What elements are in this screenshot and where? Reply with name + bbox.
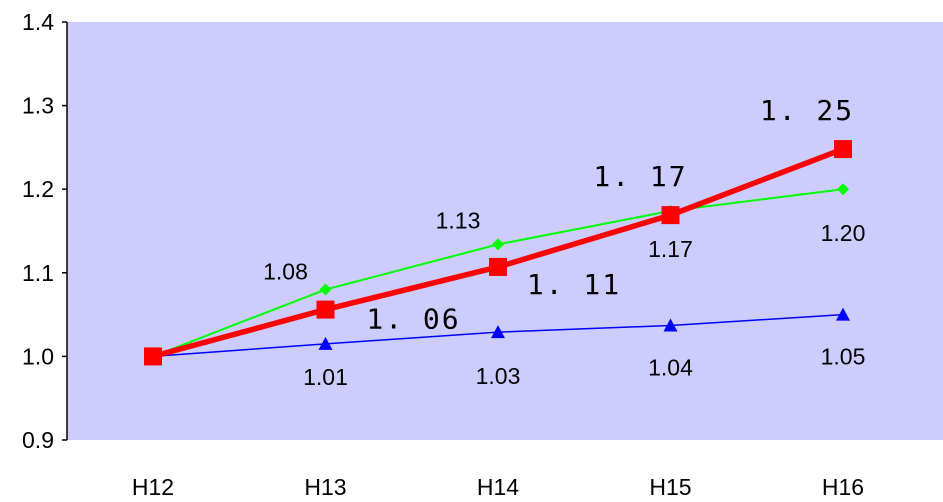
data-point-triangle [491, 325, 505, 339]
y-axis-ticks: 0.9 1.0 1.1 1.2 1.3 1.4 [22, 9, 67, 453]
data-label-triangle: 1.05 [821, 344, 866, 370]
data-point-square [144, 347, 162, 366]
x-tick-label: H16 [822, 474, 864, 500]
data-point-diamond [837, 183, 849, 196]
x-tick-label: H12 [132, 474, 174, 500]
data-point-square [489, 257, 507, 276]
data-label-triangle: 1.03 [476, 363, 521, 389]
data-label-diamond: 1.17 [648, 236, 693, 262]
data-labels-layer: 1.08 1.13 1.17 1.20 1.01 1.03 1.04 1.05 1. 06 1. … [263, 94, 865, 390]
x-tick-label: H15 [649, 474, 691, 500]
data-point-triangle [663, 318, 678, 332]
y-tick-label: 1.2 [22, 176, 54, 202]
data-point-square [834, 140, 852, 159]
x-tick-label: H13 [304, 474, 346, 500]
data-label-triangle: 1.01 [303, 364, 348, 390]
y-tick-label: 1.4 [22, 9, 54, 35]
data-label-diamond: 1.13 [436, 207, 481, 233]
data-label-square: 1. 17 [593, 160, 687, 193]
data-label-square: 1. 11 [527, 268, 621, 301]
series-layer [144, 140, 852, 366]
y-tick-label: 1.1 [22, 260, 54, 286]
data-point-square [316, 300, 335, 319]
data-point-triangle [836, 307, 850, 321]
data-label-diamond: 1.08 [263, 259, 308, 285]
x-axis-ticks: H12 H13 H14 H15 H16 [132, 474, 864, 500]
y-tick-label: 1.0 [22, 343, 54, 369]
y-tick-label: 1.3 [22, 93, 54, 119]
data-label-square: 1. 25 [760, 94, 854, 127]
data-label-diamond: 1.20 [821, 220, 866, 246]
y-tick-label: 0.9 [22, 427, 54, 453]
x-tick-label: H14 [477, 474, 519, 500]
data-point-diamond [319, 283, 332, 296]
data-label-square: 1. 06 [366, 303, 460, 336]
data-point-square [661, 206, 680, 225]
data-label-triangle: 1.04 [648, 354, 693, 380]
data-point-triangle [318, 336, 333, 350]
plot-area [67, 22, 943, 440]
data-point-diamond [492, 238, 504, 251]
